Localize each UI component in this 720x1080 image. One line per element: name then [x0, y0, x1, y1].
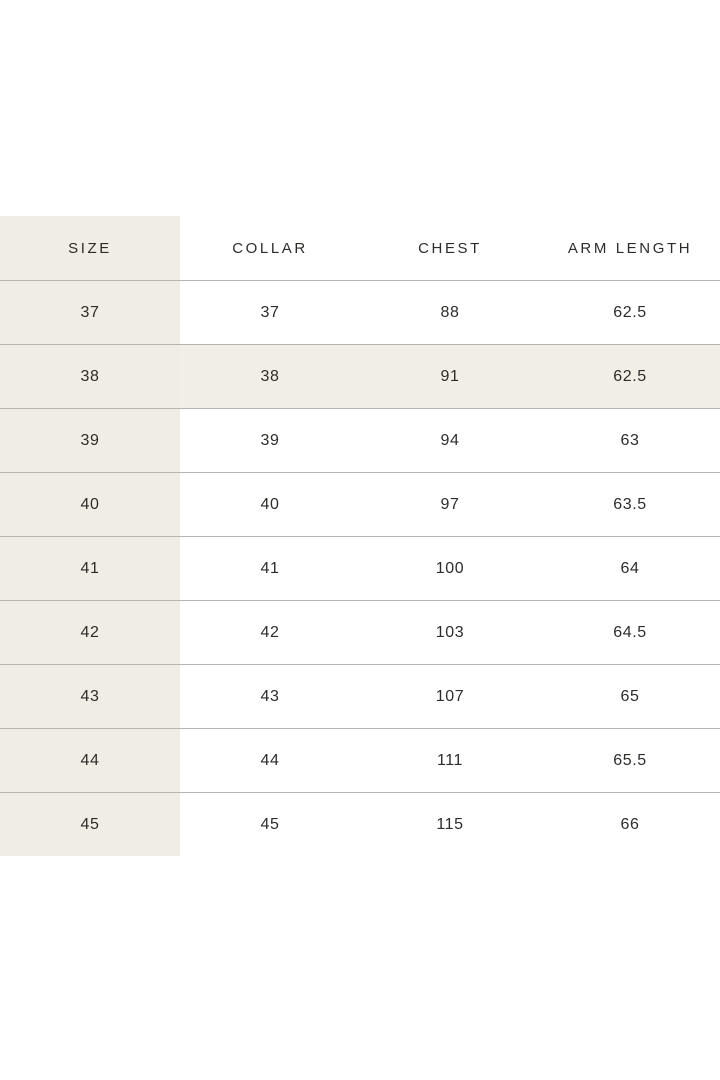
- size-table-body: 37 37 88 62.5 38 38 91 62.5 39 39 94 63 40 40 97 63.5 41…: [0, 281, 720, 856]
- arm-length-cell: 62.5: [613, 303, 647, 321]
- chest-cell: 91: [440, 367, 460, 385]
- header-cell-chest: CHEST: [418, 239, 482, 257]
- table-row: 44 44 111 65.5: [0, 729, 720, 793]
- arm-length-cell: 65.5: [613, 751, 647, 769]
- arm-length-cell: 63.5: [613, 495, 647, 513]
- table-row: 42 42 103 64.5: [0, 601, 720, 665]
- arm-length-cell: 64.5: [613, 623, 647, 641]
- size-cell: 45: [0, 793, 180, 856]
- size-cell: 38: [0, 345, 180, 408]
- chest-cell: 94: [440, 431, 460, 449]
- collar-cell: 41: [260, 559, 280, 577]
- arm-length-cell: 62.5: [613, 367, 647, 385]
- collar-cell: 37: [260, 303, 280, 321]
- size-cell: 37: [0, 281, 180, 344]
- table-row: 41 41 100 64: [0, 537, 720, 601]
- chest-cell: 115: [436, 815, 464, 833]
- collar-cell: 44: [260, 751, 280, 769]
- table-row: 40 40 97 63.5: [0, 473, 720, 537]
- chest-cell: 100: [435, 559, 465, 577]
- size-cell: 42: [0, 601, 180, 664]
- table-row: 43 43 107 65: [0, 665, 720, 729]
- arm-length-cell: 64: [620, 559, 640, 577]
- chest-cell: 88: [440, 303, 460, 321]
- collar-cell: 45: [260, 815, 280, 833]
- header-cell-size: SIZE: [0, 216, 180, 280]
- header-cell-collar: COLLAR: [232, 239, 308, 257]
- size-cell: 39: [0, 409, 180, 472]
- table-row: 45 45 115 66: [0, 793, 720, 856]
- arm-length-cell: 65: [620, 687, 640, 705]
- table-row: 38 38 91 62.5: [0, 345, 720, 409]
- chest-cell: 111: [436, 751, 464, 769]
- header-cell-arm-length: ARM LENGTH: [567, 239, 693, 257]
- size-cell: 41: [0, 537, 180, 600]
- collar-cell: 43: [260, 687, 280, 705]
- collar-cell: 38: [260, 367, 280, 385]
- collar-cell: 39: [260, 431, 280, 449]
- table-row: 37 37 88 62.5: [0, 281, 720, 345]
- size-guide-table: SIZE COLLAR CHEST ARM LENGTH 37 37 88 62.5 3…: [0, 216, 720, 856]
- collar-cell: 42: [260, 623, 280, 641]
- size-table-header-row: SIZE COLLAR CHEST ARM LENGTH: [0, 216, 720, 281]
- chest-cell: 107: [435, 687, 465, 705]
- arm-length-cell: 63: [620, 431, 640, 449]
- chest-cell: 103: [435, 623, 465, 641]
- size-cell: 40: [0, 473, 180, 536]
- table-row: 39 39 94 63: [0, 409, 720, 473]
- chest-cell: 97: [440, 495, 460, 513]
- arm-length-cell: 66: [620, 815, 640, 833]
- size-cell: 43: [0, 665, 180, 728]
- size-cell: 44: [0, 729, 180, 792]
- collar-cell: 40: [260, 495, 280, 513]
